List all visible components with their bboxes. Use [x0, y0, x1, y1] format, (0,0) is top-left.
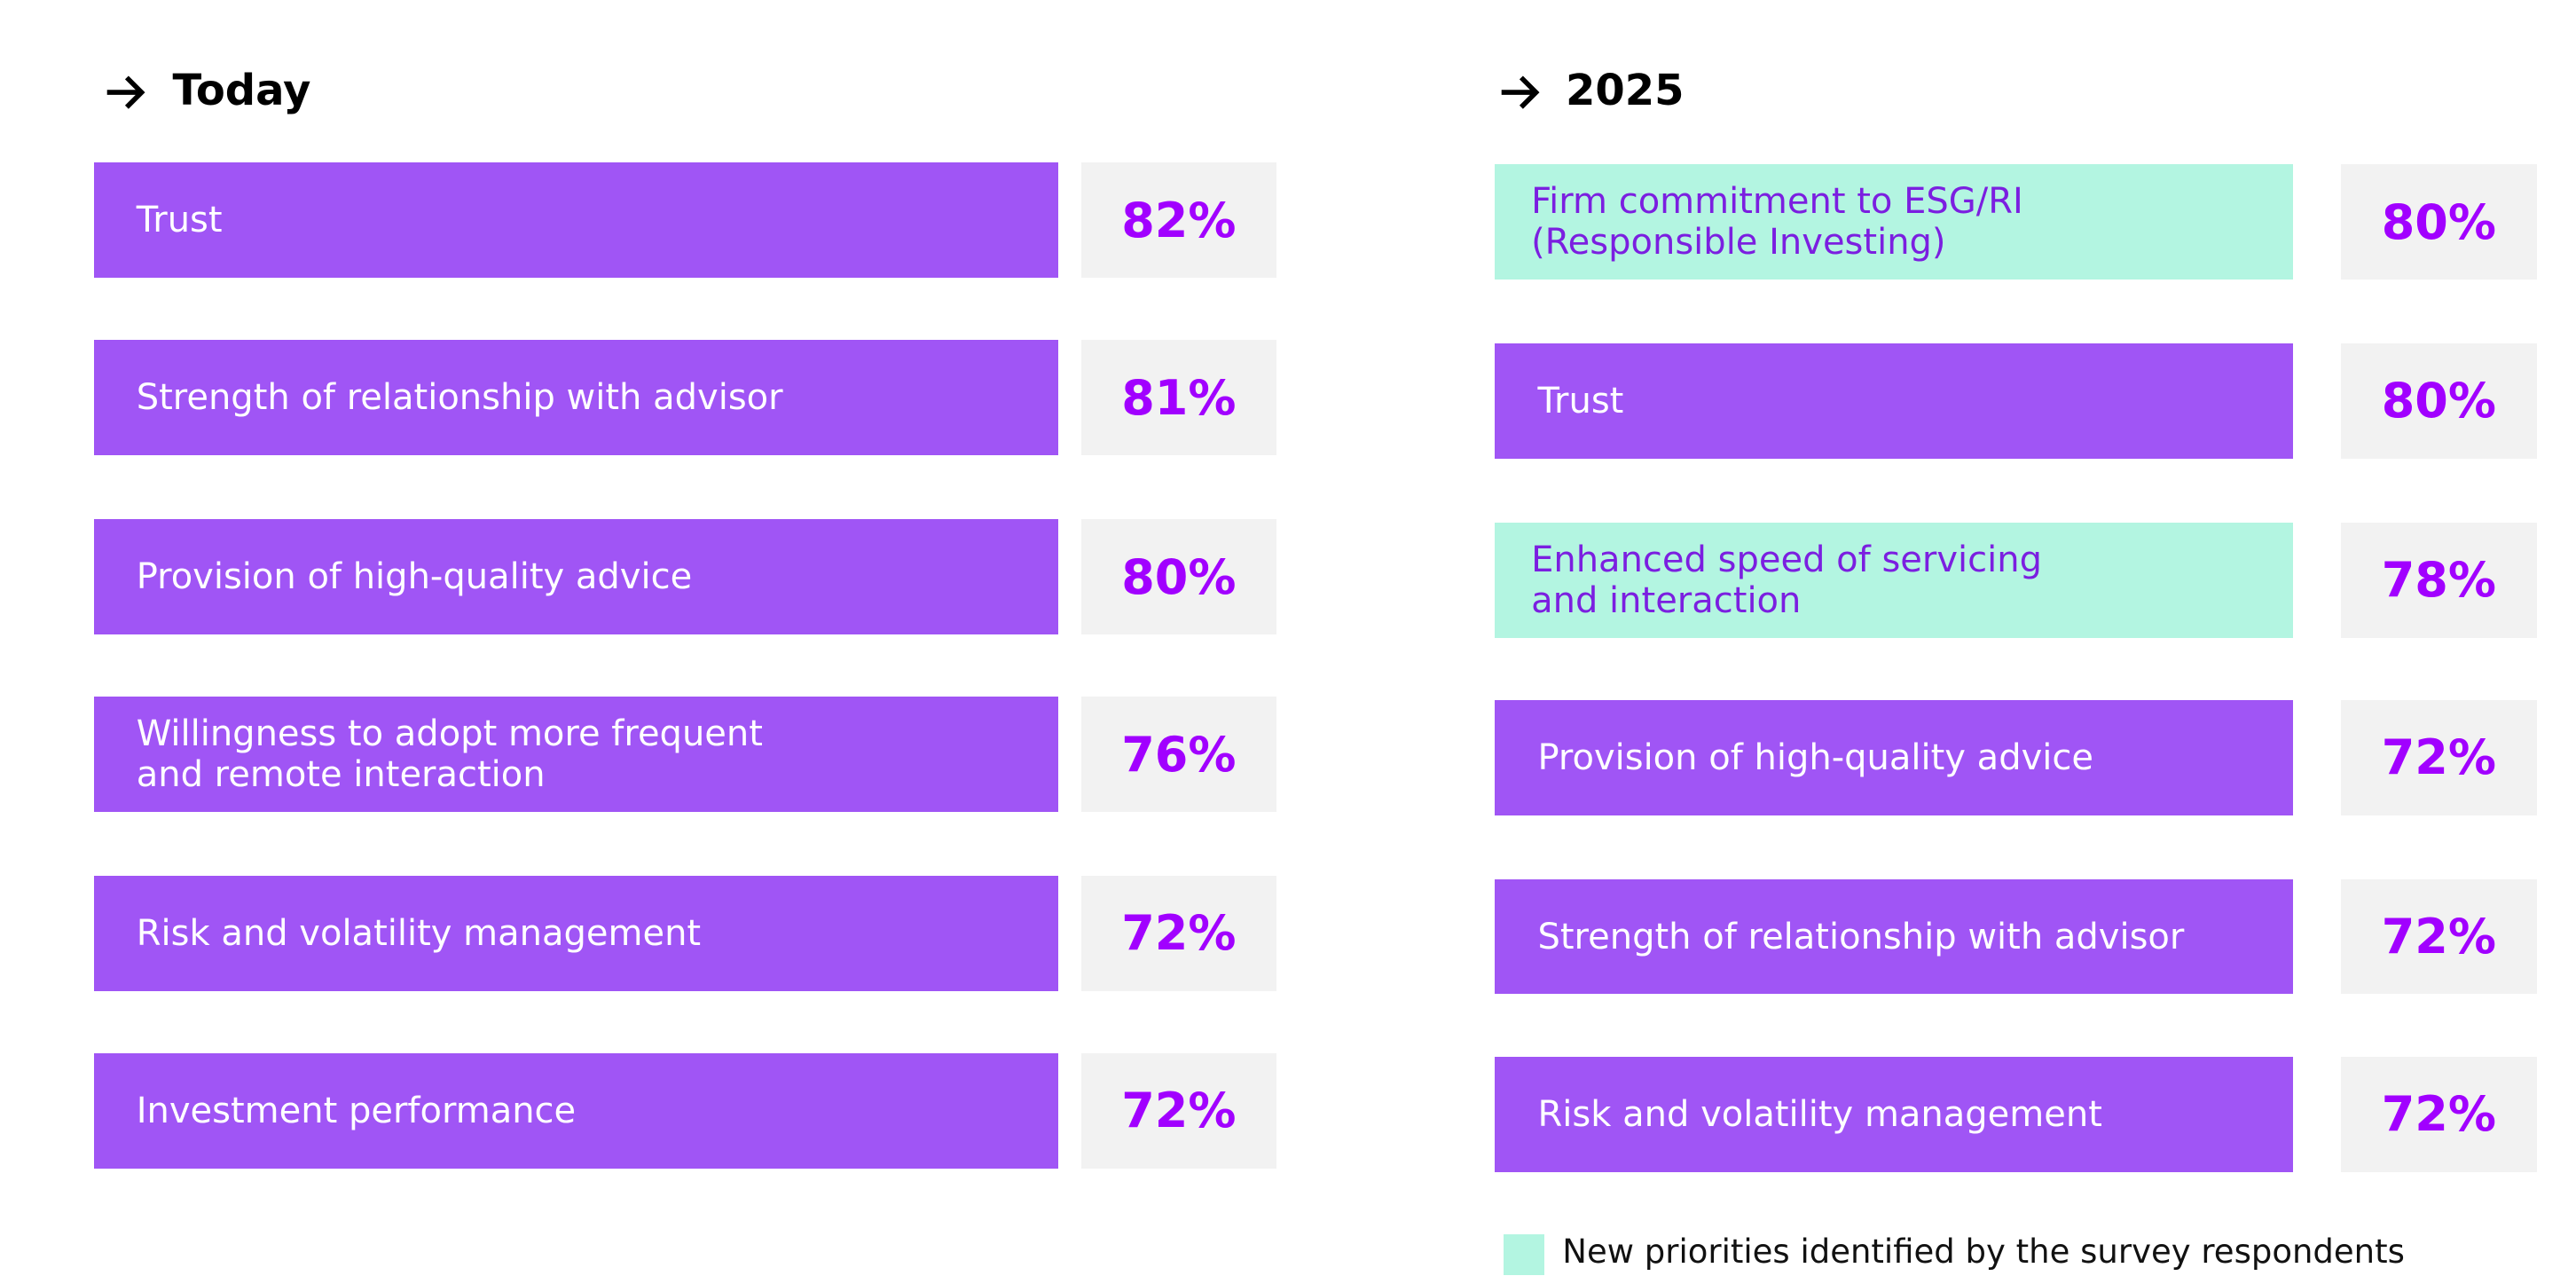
arrow-icon [104, 71, 146, 114]
priority-label: Strength of relationship with advisor [1537, 916, 2185, 957]
percentage: 72% [2341, 878, 2537, 995]
legend-swatch [1503, 1233, 1544, 1276]
percentage: 82% [1080, 162, 1277, 278]
priority-label: Provision of high-quality advice [136, 556, 693, 598]
percentage: 78% [2341, 522, 2537, 638]
priority-bar: Willingness to adopt more frequent and r… [93, 697, 1058, 812]
percentage: 81% [1080, 340, 1277, 455]
priority-label: Firm commitment to ESG/RI (Responsible I… [1531, 181, 2023, 264]
priority-bar: Risk and volatility management [1495, 1056, 2294, 1172]
priority-label: Provision of high-quality advice [1537, 736, 2093, 778]
priority-label: Risk and volatility management [136, 912, 702, 954]
priority-bar: Strength of relationship with advisor [1495, 878, 2294, 995]
percentage: 72% [1080, 876, 1277, 991]
column-title: Today [172, 66, 311, 116]
priority-bar: Firm commitment to ESG/RI (Responsible I… [1495, 164, 2294, 280]
priority-bar: Risk and volatility management [93, 876, 1058, 991]
percentage: 80% [1080, 519, 1277, 634]
priority-bar: Trust [1495, 343, 2294, 459]
percentage: 72% [2341, 699, 2537, 815]
priority-label: Trust [136, 200, 223, 241]
priority-bar: Provision of high-quality advice [1495, 699, 2294, 815]
percentage: 80% [2341, 164, 2537, 280]
arrow-icon [1498, 71, 1541, 114]
priority-label: Investment performance [136, 1090, 577, 1131]
priority-label: Enhanced speed of servicing and interact… [1531, 539, 2042, 621]
priority-label: Willingness to adopt more frequent and r… [136, 713, 763, 796]
legend-label: New priorities identified by the survey … [1562, 1233, 2405, 1272]
percentage: 72% [2341, 1056, 2537, 1172]
priority-label: Risk and volatility management [1537, 1093, 2102, 1135]
priority-bar: Provision of high-quality advice [93, 519, 1058, 634]
priority-label: Trust [1537, 380, 1624, 421]
priority-bar: Enhanced speed of servicing and interact… [1495, 522, 2294, 638]
percentage: 72% [1080, 1053, 1277, 1169]
priority-bar: Trust [93, 162, 1058, 278]
percentage: 80% [2341, 343, 2537, 459]
percentage: 76% [1080, 697, 1277, 812]
priority-label: Strength of relationship with advisor [136, 377, 783, 419]
priority-bar: Investment performance [93, 1053, 1058, 1169]
column-title: 2025 [1565, 66, 1685, 116]
priority-bar: Strength of relationship with advisor [93, 340, 1058, 455]
